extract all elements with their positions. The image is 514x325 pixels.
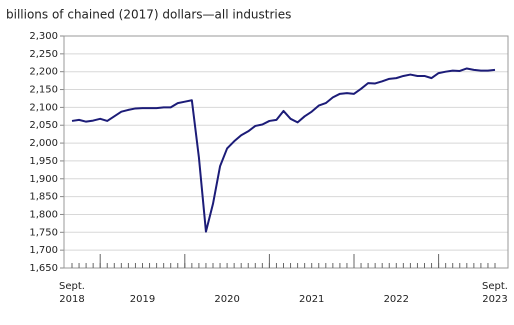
y-tick-label: 1,800 — [29, 209, 58, 220]
y-tick-label: 1,750 — [29, 227, 58, 238]
y-tick-label: 2,000 — [29, 138, 58, 149]
x-tick-label: 2022 — [384, 294, 409, 305]
y-tick-label: 1,850 — [29, 192, 58, 203]
y-tick-label: 1,700 — [29, 245, 58, 256]
x-tick-label: 2023 — [482, 294, 507, 305]
chart-title: billions of chained (2017) dollars—all i… — [6, 8, 291, 22]
x-tick-label: Sept. — [59, 281, 85, 292]
y-tick-label: 2,200 — [29, 67, 58, 78]
x-tick-label: 2019 — [130, 294, 155, 305]
x-tick-label: 2018 — [59, 294, 84, 305]
line-series — [71, 67, 496, 233]
y-tick-label: 2,250 — [29, 49, 58, 60]
x-tick-label: Sept. — [482, 281, 508, 292]
y-tick-label: 1,650 — [29, 263, 58, 274]
plot-frame — [63, 35, 509, 269]
x-tick-label: 2020 — [214, 294, 239, 305]
y-tick-label: 2,050 — [29, 120, 58, 131]
y-tick-label: 1,950 — [29, 156, 58, 167]
x-tick-label: 2021 — [299, 294, 324, 305]
y-tick-label: 2,300 — [29, 31, 58, 42]
y-tick-label: 1,900 — [29, 174, 58, 185]
y-tick-label: 2,100 — [29, 102, 58, 113]
y-tick-label: 2,150 — [29, 85, 58, 96]
